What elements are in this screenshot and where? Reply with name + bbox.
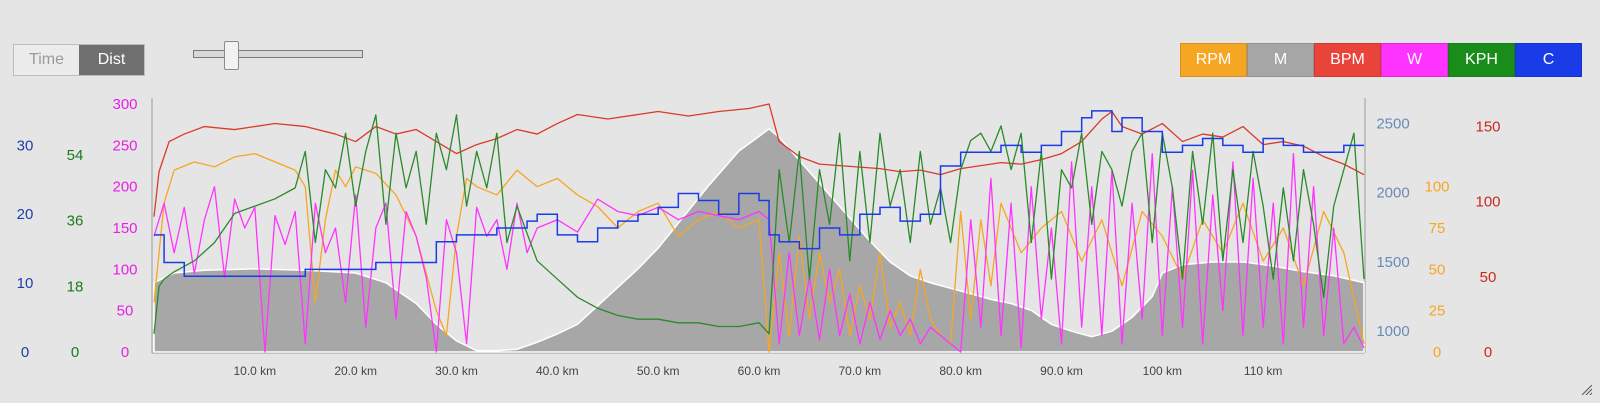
series-legend: RPM M BPM W KPH C: [1180, 43, 1582, 77]
axis-rpm-tick-label: 0: [1433, 344, 1441, 361]
legend-w-button[interactable]: W: [1381, 43, 1448, 77]
dist-mode-button[interactable]: Dist: [79, 45, 144, 75]
series-c-line: [154, 110, 1364, 277]
x-tick-label: 20.0 km: [334, 364, 377, 378]
axis-rpm-tick-label: 50: [1429, 261, 1446, 278]
x-tick-label: 60.0 km: [738, 364, 781, 378]
axis-m-tick-label: 1000: [1376, 323, 1409, 340]
legend-c-button[interactable]: C: [1515, 43, 1582, 77]
axis-kph-tick-label: 0: [71, 344, 79, 361]
axis-w-tick-label: 250: [112, 137, 137, 154]
x-tick-label: 110 km: [1244, 364, 1282, 378]
axis-c-tick-label: 10: [17, 275, 34, 292]
axis-w-tick-label: 300: [112, 96, 137, 113]
x-tick-label: 100 km: [1143, 364, 1182, 378]
series-m-area: [153, 127, 1365, 353]
x-tick-label: 30.0 km: [435, 364, 478, 378]
zoom-slider-thumb[interactable]: [224, 41, 239, 70]
time-mode-button[interactable]: Time: [14, 45, 79, 75]
legend-rpm-button[interactable]: RPM: [1180, 43, 1247, 77]
axis-w-tick-label: 150: [112, 220, 137, 237]
series-rpm-line: [153, 152, 1365, 353]
x-tick-label: 10.0 km: [233, 364, 276, 378]
axis-w-tick-label: 50: [117, 303, 134, 320]
zoom-slider[interactable]: [193, 41, 363, 70]
series-w-line: [153, 152, 1365, 353]
axis-m-tick-label: 2000: [1376, 185, 1409, 202]
axis-c-tick-label: 30: [17, 137, 34, 154]
axis-rpm-tick-label: 75: [1429, 220, 1446, 237]
axis-c-tick-label: 20: [17, 206, 34, 223]
axis-kph-tick-label: 18: [67, 278, 84, 295]
resize-handle-icon[interactable]: [1582, 385, 1592, 395]
axis-bpm-tick-label: 0: [1484, 344, 1492, 361]
axis-w-tick-label: 0: [121, 344, 129, 361]
x-tick-label: 90.0 km: [1040, 364, 1083, 378]
axis-kph-tick-label: 36: [67, 213, 84, 230]
axis-rpm-tick-label: 25: [1429, 303, 1446, 320]
axis-bpm-tick-label: 150: [1475, 119, 1500, 136]
mode-toggle: Time Dist: [13, 44, 145, 76]
axis-kph-tick-label: 54: [67, 147, 84, 164]
legend-bpm-button[interactable]: BPM: [1314, 43, 1381, 77]
legend-kph-button[interactable]: KPH: [1448, 43, 1515, 77]
axis-m-tick-label: 2500: [1376, 115, 1409, 132]
x-tick-label: 70.0 km: [838, 364, 881, 378]
x-tick-label: 50.0 km: [637, 364, 680, 378]
axis-m-tick-label: 1500: [1376, 254, 1409, 271]
axis-rpm-tick-label: 100: [1424, 179, 1449, 196]
x-tick-label: 40.0 km: [536, 364, 579, 378]
zoom-slider-track[interactable]: [193, 50, 363, 58]
axis-c-tick-label: 0: [21, 344, 29, 361]
legend-m-button[interactable]: M: [1247, 43, 1314, 77]
x-tick-label: 80.0 km: [939, 364, 982, 378]
series-kph-line: [153, 114, 1365, 335]
axis-bpm-tick-label: 100: [1475, 194, 1500, 211]
axis-bpm-tick-label: 50: [1480, 269, 1497, 286]
axis-w-tick-label: 100: [112, 261, 137, 278]
axis-w-tick-label: 200: [112, 179, 137, 196]
